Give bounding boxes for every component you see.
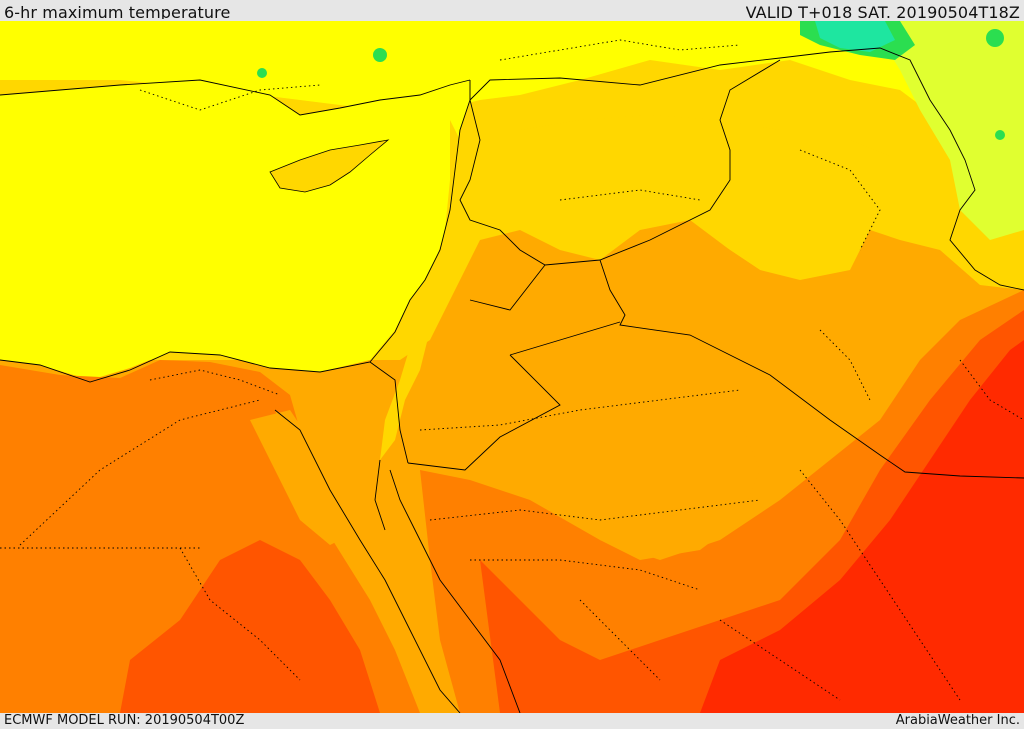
iraq-orange-zone bbox=[600, 230, 880, 430]
turkey-warm-patch bbox=[480, 75, 950, 170]
levant-coast bbox=[380, 120, 465, 460]
turkey-yellow-zone bbox=[0, 21, 1024, 200]
red-sea bbox=[275, 410, 460, 713]
small-green-spot-1 bbox=[986, 29, 1004, 47]
small-green-spot-3 bbox=[257, 68, 267, 78]
small-green-spot-4 bbox=[995, 130, 1005, 140]
map-canvas bbox=[0, 21, 1024, 713]
coastlines bbox=[0, 79, 521, 713]
arabia-red-zone bbox=[700, 340, 1024, 713]
central-arabia-orange bbox=[560, 400, 760, 560]
valid-time: VALID T+018 SAT. 20190504T18Z bbox=[745, 3, 1020, 19]
model-run-label: ECMWF MODEL RUN: 20190504T00Z bbox=[4, 713, 245, 728]
cyprus-island bbox=[269, 139, 390, 193]
credit-label: ArabiaWeather Inc. bbox=[895, 713, 1020, 728]
egypt-red-zone bbox=[120, 540, 380, 713]
northeast-cool-zone bbox=[870, 21, 1024, 240]
country-borders bbox=[369, 47, 1024, 479]
admin-borders bbox=[0, 39, 1024, 701]
northeast-teal-patch bbox=[815, 21, 895, 52]
temperature-map bbox=[0, 21, 1024, 713]
map-header: 6-hr maximum temperature VALID T+018 SAT… bbox=[0, 0, 1024, 21]
map-title: 6-hr maximum temperature bbox=[4, 3, 231, 19]
small-green-spot-2 bbox=[373, 48, 387, 62]
map-footer: ECMWF MODEL RUN: 20190504T00Z ArabiaWeat… bbox=[0, 713, 1024, 729]
